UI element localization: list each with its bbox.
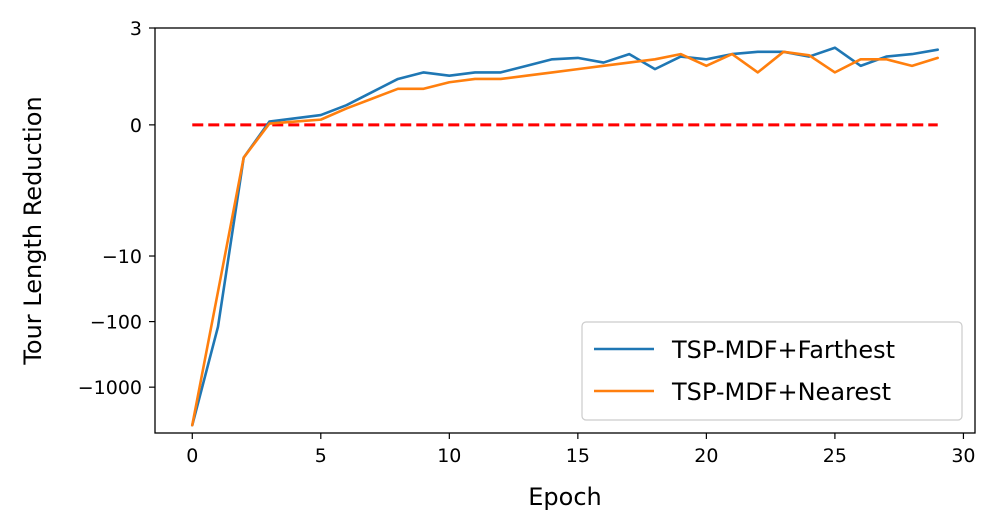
y-tick-label: 0: [130, 115, 142, 137]
legend-label-nearest: TSP-MDF+Nearest: [671, 378, 891, 406]
x-axis-label: Epoch: [528, 483, 602, 511]
series-line-tsp-mdf-farthest: [190, 46, 940, 427]
series-layer: [190, 46, 940, 427]
x-tick-label: 10: [437, 445, 461, 467]
legend: TSP-MDF+Farthest TSP-MDF+Nearest: [581, 321, 963, 421]
x-tick-label: 15: [566, 445, 590, 467]
plot-frame: [154, 27, 976, 434]
y-tick-label: 3: [130, 18, 142, 40]
y-tick-label: −10: [102, 246, 142, 268]
x-axis-ticks: 0 5 10 15 20 25 30: [186, 433, 976, 467]
x-tick-label: 25: [823, 445, 847, 467]
x-tick-label: 20: [694, 445, 718, 467]
x-tick-label: 30: [951, 445, 975, 467]
legend-label-farthest: TSP-MDF+Farthest: [671, 336, 895, 364]
series-line-tsp-mdf-nearest: [190, 50, 940, 427]
x-tick-label: 0: [186, 445, 198, 467]
y-axis-label: Tour Length Reduction: [19, 96, 47, 365]
y-tick-label: −1000: [78, 377, 142, 399]
x-tick-label: 5: [315, 445, 327, 467]
legend-box: [581, 321, 963, 421]
y-tick-label: −100: [90, 312, 142, 334]
y-axis-ticks: 3 0 −10 −100 −1000: [78, 18, 155, 399]
